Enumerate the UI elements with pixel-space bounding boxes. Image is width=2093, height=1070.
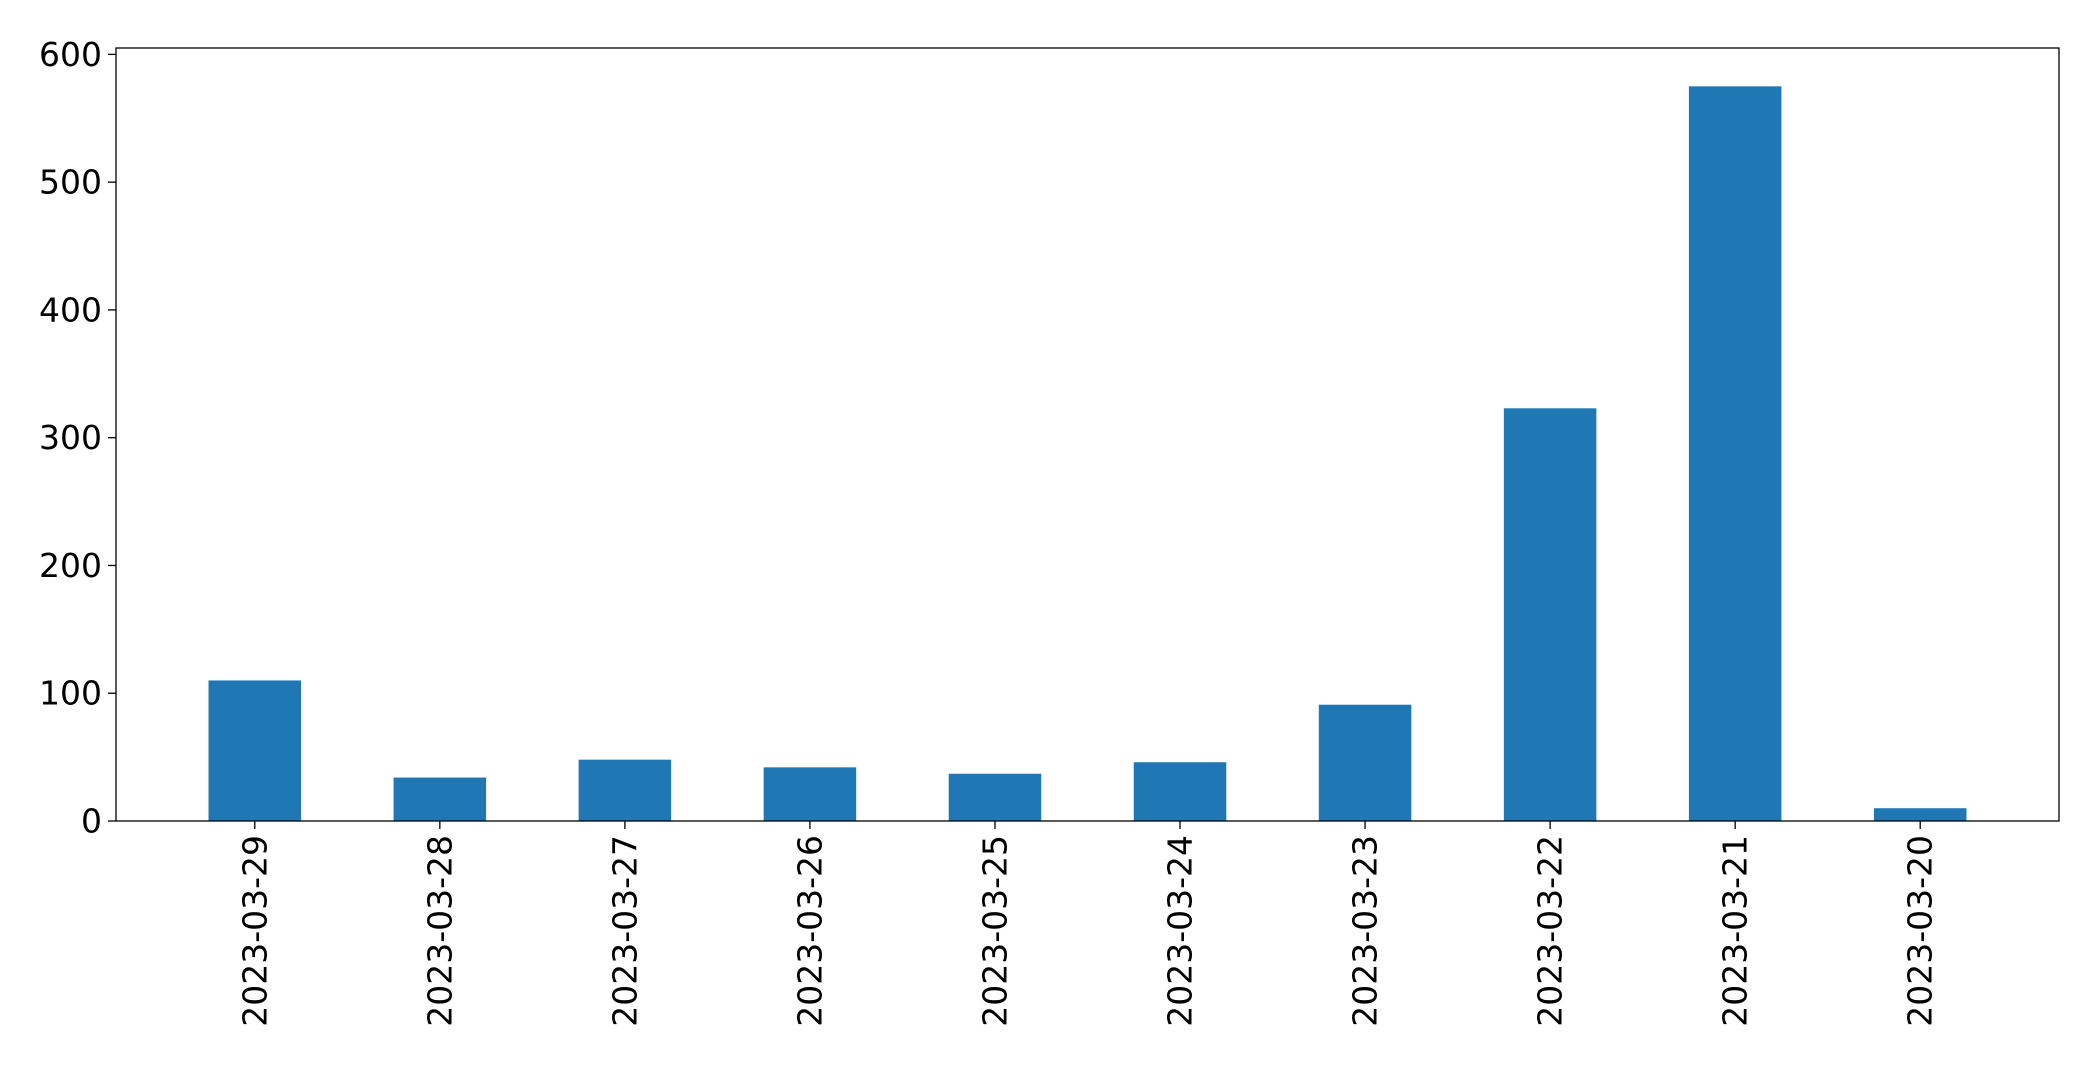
- x-tick-label: 2023-03-25: [975, 835, 1014, 1027]
- bar-2023-03-23: [1318, 704, 1412, 821]
- y-tick-label: 200: [39, 546, 102, 585]
- x-tick-label: 2023-03-21: [1716, 835, 1755, 1027]
- plot-frame: [115, 47, 2060, 822]
- bar-2023-03-28: [393, 777, 487, 821]
- bar-2023-03-27: [578, 759, 672, 821]
- x-tick-label: 2023-03-29: [235, 835, 274, 1027]
- bars-layer: [208, 86, 1967, 821]
- x-tick-label: 2023-03-23: [1346, 835, 1385, 1027]
- x-tick-label: 2023-03-27: [605, 835, 644, 1027]
- bar-2023-03-20: [1873, 808, 1967, 821]
- bar-2023-03-24: [1133, 762, 1227, 821]
- bar-2023-03-25: [948, 773, 1042, 821]
- y-tick-label: 100: [39, 674, 102, 713]
- y-tick-label: 300: [39, 418, 102, 457]
- x-axis: 2023-03-29 2023-03-28 2023-03-27 2023-03-26…: [235, 821, 1940, 1027]
- x-tick-label: 2023-03-20: [1901, 835, 1940, 1027]
- bar-2023-03-22: [1503, 408, 1597, 821]
- y-tick-label: 600: [39, 35, 102, 74]
- x-tick-label: 2023-03-22: [1531, 835, 1570, 1027]
- x-tick-label: 2023-03-28: [420, 835, 459, 1027]
- y-axis: 0 100 200 300 400 500 600: [39, 35, 116, 841]
- bar-2023-03-29: [208, 680, 302, 821]
- bar-2023-03-26: [763, 767, 857, 821]
- y-tick-label: 500: [39, 163, 102, 202]
- x-tick-label: 2023-03-24: [1161, 835, 1200, 1027]
- x-tick-label: 2023-03-26: [790, 835, 829, 1027]
- bar-2023-03-21: [1688, 86, 1782, 821]
- y-tick-label: 400: [39, 290, 102, 329]
- y-tick-label: 0: [81, 802, 102, 841]
